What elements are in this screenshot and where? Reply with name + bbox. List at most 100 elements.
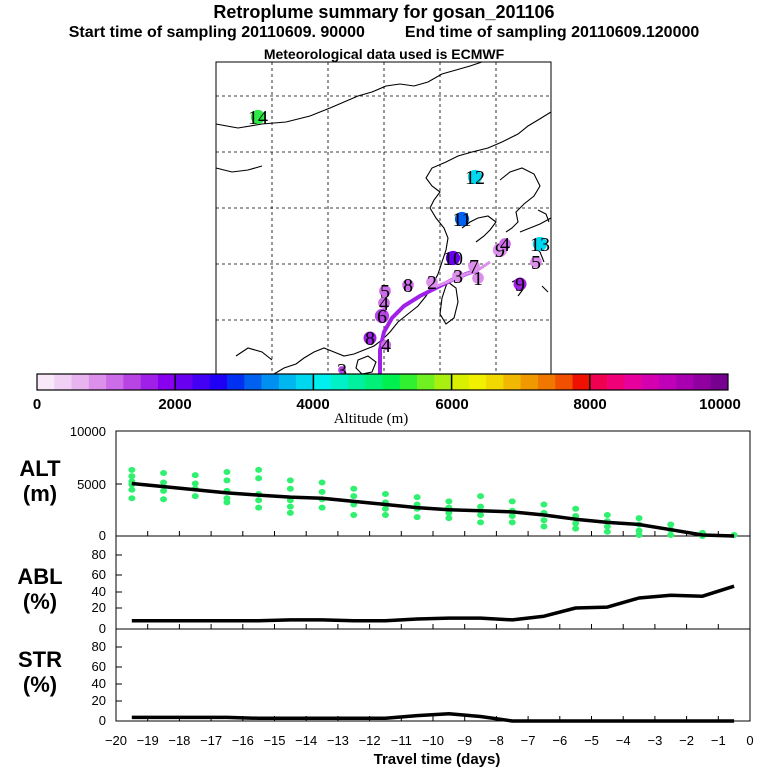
alt-spread-point bbox=[255, 504, 263, 511]
str-ytick: 80 bbox=[92, 639, 106, 654]
trajectory-marker bbox=[454, 211, 470, 227]
alt-spread-point bbox=[128, 486, 136, 493]
colorbar-swatch bbox=[88, 374, 107, 390]
x-tick-label: −13 bbox=[327, 733, 349, 748]
colorbar-swatch bbox=[37, 374, 55, 390]
colorbar-swatch bbox=[624, 374, 642, 390]
colorbar-title: Altitude (m) bbox=[334, 411, 409, 427]
series-line-alt bbox=[131, 481, 735, 538]
colorbar-swatch bbox=[140, 374, 159, 390]
alt-spread-point bbox=[318, 479, 326, 486]
trajectory-label: 3 bbox=[337, 360, 347, 382]
colorbar-swatch bbox=[434, 374, 452, 390]
trajectory-marker bbox=[379, 285, 391, 297]
colorbar-swatch bbox=[537, 374, 556, 390]
alt-spread-point bbox=[572, 505, 580, 512]
str-ytick: 40 bbox=[92, 676, 106, 691]
colorbar-swatch bbox=[451, 374, 470, 390]
x-tick-label: 0 bbox=[746, 733, 753, 748]
alt-label: ALT bbox=[19, 456, 61, 481]
alt-spread-point bbox=[508, 513, 516, 520]
trajectory-marker bbox=[374, 308, 390, 324]
str-label: STR bbox=[18, 647, 62, 672]
alt-spread-point bbox=[635, 515, 643, 522]
alt-spread-point bbox=[477, 519, 485, 526]
trajectory-label: 3 bbox=[453, 266, 463, 288]
trajectory-label: 7 bbox=[469, 256, 479, 278]
alt-unit: (m) bbox=[23, 481, 57, 506]
str-ytick: 20 bbox=[92, 693, 106, 708]
alt-spread-point bbox=[572, 520, 580, 527]
trajectory-label: 1 bbox=[473, 268, 483, 290]
x-tick-label: −4 bbox=[616, 733, 631, 748]
x-tick-label: −8 bbox=[489, 733, 504, 748]
colorbar-swatch bbox=[641, 374, 660, 390]
colorbar-tick-label: 10000 bbox=[699, 396, 741, 413]
colorbar-swatch bbox=[486, 374, 504, 390]
str-ytick: 0 bbox=[99, 713, 106, 728]
alt-spread-point bbox=[286, 477, 294, 484]
x-tick-label: −14 bbox=[295, 733, 317, 748]
trajectory-label: 6 bbox=[377, 306, 387, 328]
colorbar-swatch bbox=[330, 374, 349, 390]
colorbar-tick-label: 2000 bbox=[158, 396, 191, 413]
colorbar-swatch bbox=[244, 374, 262, 390]
colorbar-swatch bbox=[520, 374, 539, 390]
colorbar-swatch bbox=[278, 374, 297, 390]
alt-spread-point bbox=[255, 497, 263, 504]
map-gridlines bbox=[216, 62, 551, 374]
colorbar-tick-label: 6000 bbox=[435, 396, 468, 413]
plot-title: Retroplume summary for gosan_201106 bbox=[213, 2, 555, 22]
alt-spread-point bbox=[286, 509, 294, 516]
x-tick-label: −20 bbox=[105, 733, 127, 748]
x-tick-labels: −20 −19 −18 −17 −16 −15 −14 −13 −12 −11 −10 −9 −8 −7−… bbox=[105, 733, 754, 748]
abl-ytick: 40 bbox=[92, 584, 106, 599]
x-tick-label: −16 bbox=[232, 733, 254, 748]
str-ytick: 60 bbox=[92, 659, 106, 674]
trajectory-marker bbox=[530, 256, 542, 268]
start-time-label: Start time of sampling 20110609. 90000 bbox=[68, 24, 365, 41]
abl-unit: (%) bbox=[23, 589, 57, 614]
colorbar-swatch bbox=[313, 374, 331, 390]
alt-spread-point bbox=[223, 468, 231, 475]
alt-spread-point bbox=[191, 480, 199, 487]
abl-panel-frame bbox=[115, 535, 751, 630]
abl-ytick: 0 bbox=[99, 621, 106, 636]
alt-spread-point bbox=[445, 498, 453, 505]
colorbar-swatch bbox=[572, 374, 591, 390]
alt-spread-point bbox=[445, 515, 453, 522]
alt-ytick: 0 bbox=[99, 528, 106, 543]
alt-spread-point bbox=[350, 512, 358, 518]
colorbar-swatch bbox=[468, 374, 487, 390]
trajectory-marker bbox=[338, 366, 346, 374]
trajectory-marker bbox=[499, 238, 511, 250]
alt-spread-point bbox=[603, 512, 611, 518]
alt-spread-point bbox=[477, 493, 485, 500]
alt-spread-point bbox=[223, 495, 231, 502]
alt-spread-point bbox=[413, 514, 421, 521]
alt-spread-dots bbox=[128, 466, 738, 539]
alt-spread-point bbox=[255, 466, 263, 473]
alt-spread-point bbox=[381, 512, 389, 518]
series-lines bbox=[131, 481, 735, 723]
alt-spread-point bbox=[318, 488, 326, 495]
x-tick-label: −1 bbox=[711, 733, 726, 748]
abl-ytick: 60 bbox=[92, 567, 106, 582]
alt-spread-point bbox=[540, 523, 548, 530]
x-tick-label: −18 bbox=[168, 733, 190, 748]
alt-spread-point bbox=[477, 503, 485, 510]
colorbar-swatch bbox=[399, 374, 418, 390]
colorbar-swatch bbox=[209, 374, 228, 390]
trajectory-marker bbox=[472, 272, 484, 284]
colorbar-swatch bbox=[227, 374, 245, 390]
alt-spread-point bbox=[191, 493, 199, 500]
plume-trajectory-end bbox=[431, 260, 491, 290]
colorbar-swatch bbox=[607, 374, 625, 390]
alt-spread-point bbox=[667, 531, 675, 538]
x-tick-label: −15 bbox=[263, 733, 285, 748]
coastlines bbox=[215, 61, 552, 375]
alt-ytick: 10000 bbox=[70, 424, 106, 439]
